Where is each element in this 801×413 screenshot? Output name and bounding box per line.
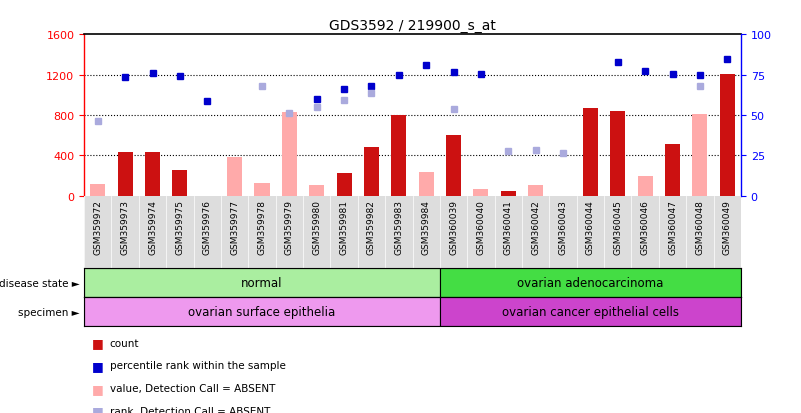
Bar <box>84 268 440 297</box>
Text: GSM359974: GSM359974 <box>148 200 157 254</box>
Text: GSM360048: GSM360048 <box>695 200 704 254</box>
Bar <box>255 183 269 196</box>
Bar <box>528 185 543 196</box>
Text: GSM360045: GSM360045 <box>614 200 622 254</box>
Text: value, Detection Call = ABSENT: value, Detection Call = ABSENT <box>110 383 275 393</box>
Text: ■: ■ <box>92 336 104 349</box>
Bar <box>440 268 741 297</box>
Bar <box>118 153 133 196</box>
Bar <box>528 186 543 196</box>
Bar <box>446 136 461 196</box>
Text: GSM360047: GSM360047 <box>668 200 677 254</box>
Text: GSM359972: GSM359972 <box>93 200 103 254</box>
Bar <box>501 191 516 196</box>
Text: GSM359975: GSM359975 <box>175 200 184 255</box>
Text: ovarian cancer epithelial cells: ovarian cancer epithelial cells <box>502 305 679 318</box>
Bar <box>91 184 105 196</box>
Text: ■: ■ <box>92 359 104 372</box>
Bar <box>392 116 406 196</box>
Title: GDS3592 / 219900_s_at: GDS3592 / 219900_s_at <box>329 19 496 33</box>
Text: ■: ■ <box>92 404 104 413</box>
Text: count: count <box>110 338 139 348</box>
Bar <box>336 174 352 196</box>
Bar <box>145 153 160 196</box>
Text: GSM360043: GSM360043 <box>558 200 568 254</box>
Bar <box>610 112 626 196</box>
Text: GSM360044: GSM360044 <box>586 200 595 254</box>
Bar <box>419 179 433 196</box>
Bar <box>172 171 187 196</box>
Text: ovarian surface epithelia: ovarian surface epithelia <box>188 305 336 318</box>
Bar <box>440 297 741 326</box>
Text: GSM359981: GSM359981 <box>340 200 348 255</box>
Text: ■: ■ <box>92 382 104 395</box>
Bar <box>665 145 680 196</box>
Text: rank, Detection Call = ABSENT: rank, Detection Call = ABSENT <box>110 406 270 413</box>
Bar <box>638 177 653 196</box>
Text: ovarian adenocarcinoma: ovarian adenocarcinoma <box>517 276 663 290</box>
Text: GSM360040: GSM360040 <box>477 200 485 254</box>
Text: specimen ►: specimen ► <box>18 307 80 317</box>
Bar <box>282 113 297 196</box>
Text: percentile rank within the sample: percentile rank within the sample <box>110 361 286 370</box>
Text: GSM360039: GSM360039 <box>449 200 458 255</box>
Bar <box>309 185 324 196</box>
Bar <box>364 148 379 196</box>
Bar <box>84 297 440 326</box>
Text: disease state ►: disease state ► <box>0 278 80 288</box>
Text: GSM359984: GSM359984 <box>421 200 431 254</box>
Bar <box>227 158 242 196</box>
Text: GSM359977: GSM359977 <box>230 200 239 255</box>
Bar <box>419 173 433 196</box>
Text: GSM359983: GSM359983 <box>394 200 404 255</box>
Text: GSM359982: GSM359982 <box>367 200 376 254</box>
Text: GSM359980: GSM359980 <box>312 200 321 255</box>
Text: GSM360046: GSM360046 <box>641 200 650 254</box>
Text: GSM359976: GSM359976 <box>203 200 211 255</box>
Bar <box>583 109 598 196</box>
Text: GSM360041: GSM360041 <box>504 200 513 254</box>
Text: GSM359978: GSM359978 <box>257 200 267 255</box>
Text: GSM360049: GSM360049 <box>723 200 732 254</box>
Bar <box>473 189 489 196</box>
Bar <box>720 74 735 196</box>
Text: GSM359979: GSM359979 <box>285 200 294 255</box>
Text: normal: normal <box>241 276 283 290</box>
Bar <box>692 115 707 196</box>
Text: GSM360042: GSM360042 <box>531 200 540 254</box>
Text: GSM359973: GSM359973 <box>121 200 130 255</box>
